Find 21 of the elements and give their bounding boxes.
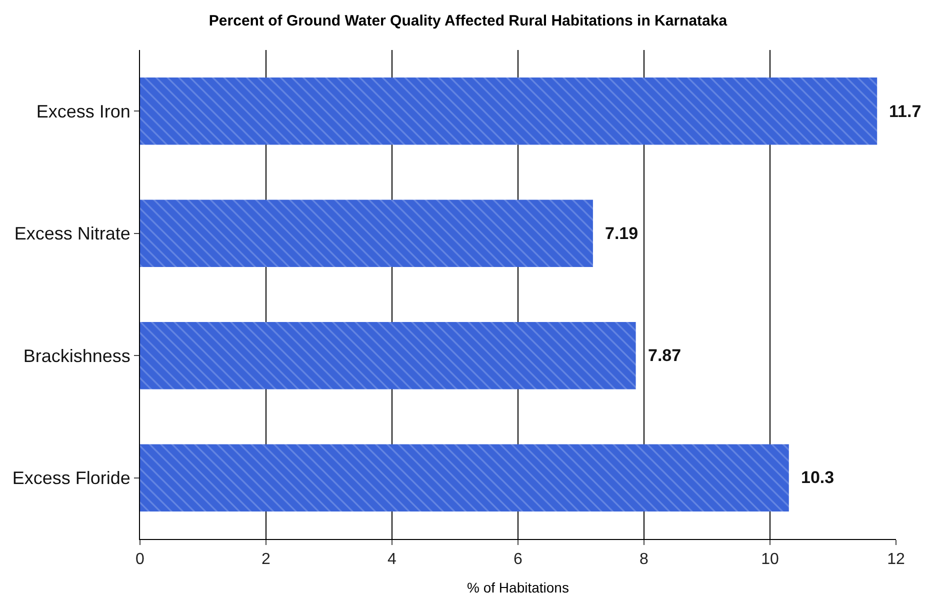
x-tick-label: 0: [136, 551, 145, 568]
y-tick-label: Excess Iron: [36, 101, 130, 122]
chart-title: Percent of Ground Water Quality Affected Rural Habitations in Karnataka: [208, 12, 728, 30]
x-tick-label: 8: [640, 551, 649, 568]
data-label: 7.19: [605, 224, 638, 243]
x-tick-label: 4: [388, 551, 397, 568]
bar: [140, 322, 636, 390]
x-tick-label: 2: [262, 551, 271, 568]
y-tick-label: Brackishness: [23, 346, 130, 366]
bar: [140, 444, 789, 512]
x-tick-label: 10: [761, 551, 779, 568]
data-label: 10.3: [801, 468, 834, 487]
bar: [140, 78, 878, 145]
y-tick-label: Excess Nitrate: [14, 224, 130, 244]
x-tick-label: 12: [887, 551, 905, 568]
data-label: 11.7: [889, 102, 922, 121]
bar: [140, 200, 593, 267]
x-tick-label: 6: [514, 551, 523, 568]
y-tick-label: Excess Floride: [12, 468, 130, 488]
data-label: 7.87: [648, 346, 682, 365]
x-axis-title: % of Habitations: [467, 580, 569, 596]
